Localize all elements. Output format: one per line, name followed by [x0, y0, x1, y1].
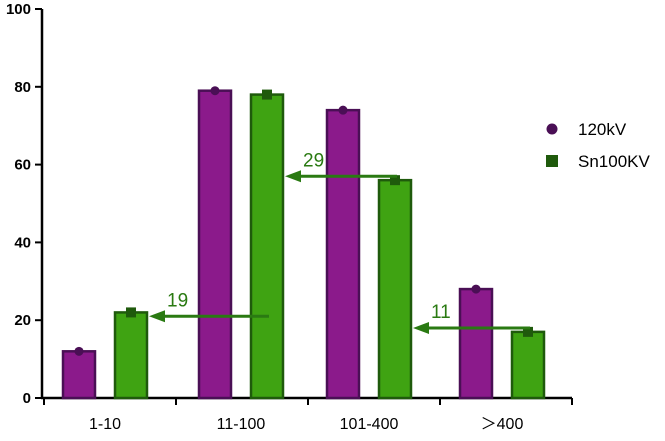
x-tick-label: 1-10: [89, 416, 121, 433]
bar-marker: [471, 284, 481, 294]
legend-marker: [546, 155, 558, 167]
bar: [377, 178, 413, 400]
legend: 120kV Sn100KV: [546, 120, 650, 171]
bar-marker: [523, 326, 533, 337]
x-tick-label: 101-400: [340, 416, 399, 433]
y-tick-label: 80: [14, 79, 31, 96]
y-tick-label: 100: [6, 1, 31, 18]
bar-marker: [390, 175, 400, 186]
bar: [325, 108, 361, 400]
y-tick-label: 20: [14, 312, 31, 329]
bar: [510, 330, 546, 400]
legend-label: Sn100KV: [578, 152, 650, 171]
bar: [458, 287, 494, 400]
annotations: 19 29 11: [149, 150, 530, 334]
x-tick-label: 11-100: [217, 416, 266, 433]
y-tick-label: 60: [14, 157, 31, 174]
bar-marker: [338, 105, 348, 115]
y-tick-label: 40: [14, 234, 31, 251]
bar-marker: [74, 346, 84, 356]
bar-marker: [126, 307, 136, 318]
bar: [249, 93, 285, 400]
annotation-arrow-head: [413, 321, 429, 334]
annotation-label: 11: [431, 302, 451, 323]
y-tick-label: 0: [23, 390, 31, 407]
bar-marker: [210, 86, 220, 96]
annotation-label: 29: [303, 150, 324, 171]
bar-marker: [262, 89, 272, 100]
annotation-arrow-head: [285, 170, 301, 183]
legend-marker: [546, 123, 558, 135]
bar: [61, 350, 97, 400]
annotation-label: 19: [167, 290, 188, 311]
annotation-arrow-head: [149, 310, 165, 323]
bars: [61, 86, 546, 400]
bar: [113, 311, 149, 400]
x-tick-label: ＞400: [481, 416, 524, 433]
bar: [197, 89, 233, 400]
legend-label: 120kV: [578, 120, 627, 139]
